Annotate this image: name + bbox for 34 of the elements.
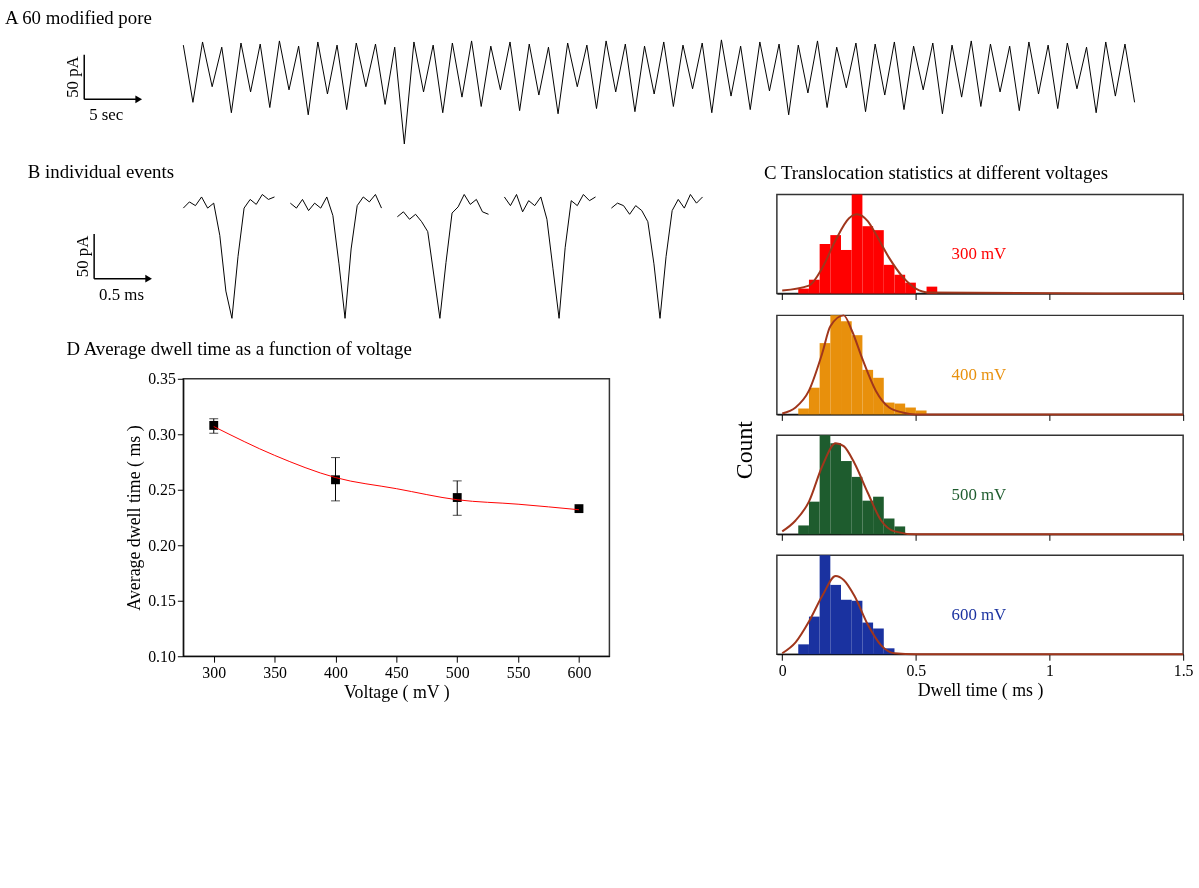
chart-title: D Average dwell time as a function of voltage: [66, 338, 412, 359]
x-axis-title: Voltage ( mV ): [343, 682, 450, 704]
text: 500 mV: [951, 484, 1007, 504]
x-tick-label: 0: [778, 661, 787, 679]
text: 0.5 ms: [99, 284, 144, 304]
text: 400 mV: [951, 364, 1007, 384]
x-tick-label: 600: [567, 663, 592, 681]
text: 600 mV: [951, 604, 1007, 624]
y-tick-label: 0.10: [148, 647, 176, 665]
x-tick-label: 400: [324, 663, 348, 681]
x-tick-label: 1: [1046, 661, 1054, 679]
series-label: 300 mV: [951, 243, 1007, 263]
x-tick-label: 300: [202, 663, 227, 681]
x-axis-title: Dwell time ( ms ): [917, 680, 1044, 702]
y-axis-title: Average dwell time ( ms ): [124, 425, 146, 611]
text: 50 pA: [73, 234, 93, 278]
y-tick-label: 0.25: [148, 481, 176, 499]
chart-title: C Translocation statistics at different voltages: [763, 161, 1108, 183]
y-tick-label: 0.20: [148, 536, 176, 554]
x-tick-label: 0.5: [906, 661, 927, 679]
y-tick-label: 0.35: [148, 370, 176, 388]
x-tick-label: 550: [506, 663, 531, 681]
y-axis-title: Count: [731, 420, 758, 480]
y-tick-label: 0.15: [148, 592, 176, 610]
text: 50 pA: [63, 55, 83, 98]
x-tick-label: 450: [384, 663, 409, 681]
x-tick-label: 1.5: [1173, 661, 1194, 679]
text: 5 sec: [89, 105, 124, 125]
chart-title: B individual events: [27, 161, 175, 183]
point: [209, 420, 219, 430]
x-tick-label: 350: [263, 663, 288, 681]
x-tick-label: 500: [445, 663, 470, 681]
y-tick-label: 0.30: [148, 425, 176, 443]
chart-title: A 60 modified pore: [4, 6, 152, 28]
